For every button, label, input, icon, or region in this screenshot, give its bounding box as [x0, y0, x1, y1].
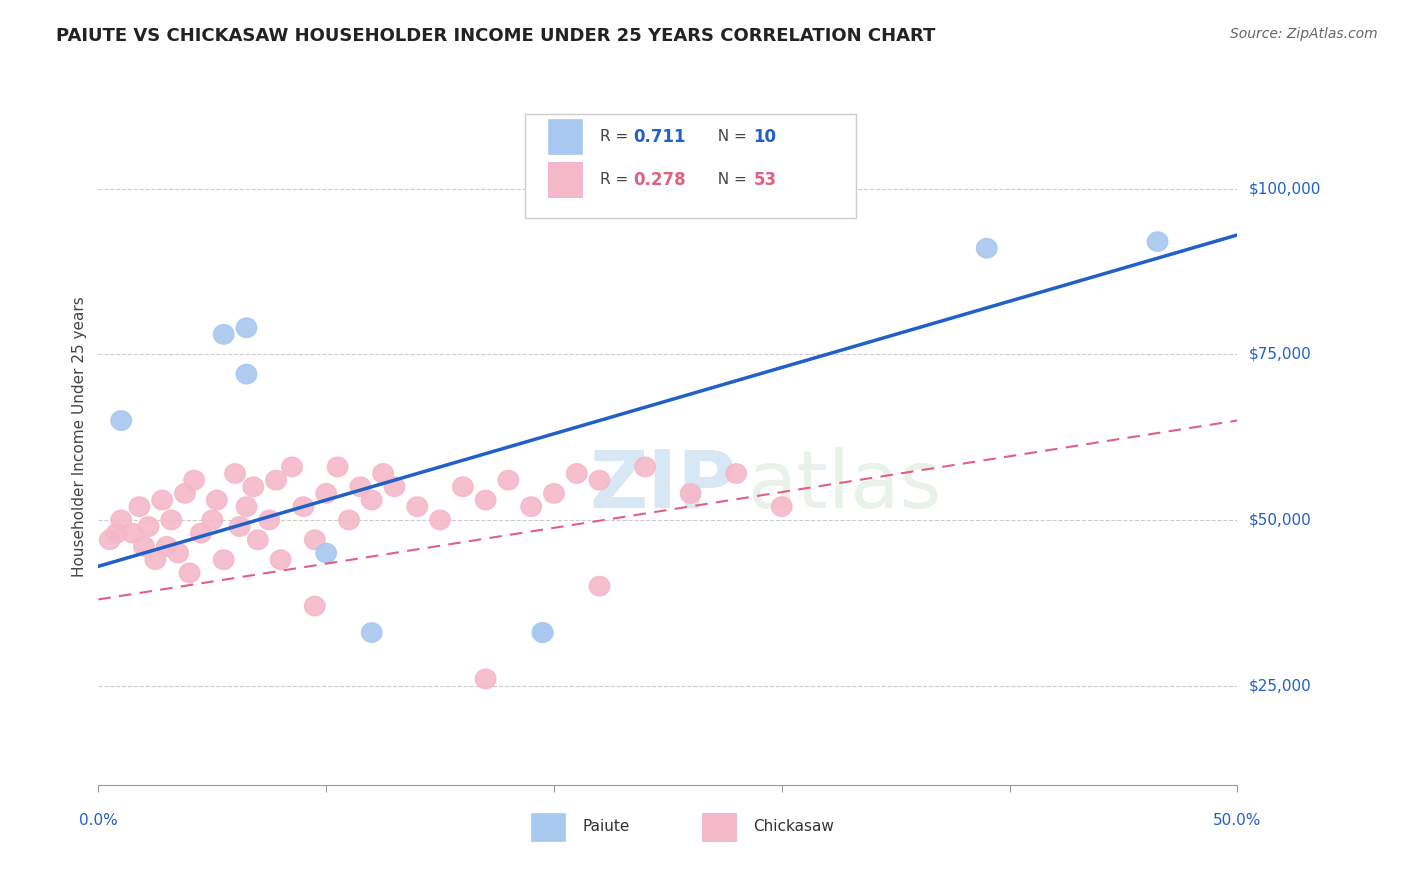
Ellipse shape [107, 524, 127, 543]
Ellipse shape [184, 470, 204, 490]
Ellipse shape [361, 491, 382, 509]
Ellipse shape [214, 325, 233, 344]
Ellipse shape [681, 483, 700, 503]
Ellipse shape [475, 669, 496, 689]
Y-axis label: Householder Income Under 25 years: Householder Income Under 25 years [72, 297, 87, 577]
Text: 0.278: 0.278 [634, 170, 686, 188]
Text: $50,000: $50,000 [1249, 512, 1312, 527]
Ellipse shape [522, 497, 541, 516]
Text: 0.0%: 0.0% [79, 813, 118, 828]
Ellipse shape [122, 524, 143, 543]
Ellipse shape [305, 530, 325, 549]
Ellipse shape [544, 483, 564, 503]
Text: N =: N = [707, 172, 751, 187]
Ellipse shape [384, 477, 405, 497]
Ellipse shape [202, 510, 222, 530]
Text: 50.0%: 50.0% [1213, 813, 1261, 828]
Ellipse shape [247, 530, 269, 549]
FancyBboxPatch shape [531, 813, 565, 840]
FancyBboxPatch shape [548, 162, 582, 197]
Ellipse shape [174, 483, 195, 503]
Ellipse shape [259, 510, 280, 530]
Ellipse shape [236, 365, 257, 384]
Ellipse shape [207, 491, 228, 509]
Ellipse shape [328, 458, 347, 476]
Ellipse shape [152, 491, 173, 509]
Ellipse shape [772, 497, 792, 516]
Ellipse shape [533, 623, 553, 642]
Ellipse shape [270, 550, 291, 569]
Text: Chickasaw: Chickasaw [754, 819, 834, 834]
Ellipse shape [111, 411, 131, 430]
Ellipse shape [138, 516, 159, 536]
Ellipse shape [214, 550, 233, 569]
Ellipse shape [236, 497, 257, 516]
Text: $25,000: $25,000 [1249, 678, 1312, 693]
Ellipse shape [167, 543, 188, 563]
Ellipse shape [373, 464, 394, 483]
Ellipse shape [589, 576, 610, 596]
Text: Paiute: Paiute [582, 819, 630, 834]
Ellipse shape [134, 537, 155, 556]
Ellipse shape [977, 238, 997, 258]
Ellipse shape [1147, 232, 1168, 252]
Ellipse shape [162, 510, 181, 530]
Text: $100,000: $100,000 [1249, 181, 1320, 196]
Text: 53: 53 [754, 170, 776, 188]
Ellipse shape [361, 623, 382, 642]
Text: atlas: atlas [748, 447, 942, 524]
Ellipse shape [636, 458, 655, 476]
Ellipse shape [243, 477, 263, 497]
Ellipse shape [498, 470, 519, 490]
Ellipse shape [453, 477, 472, 497]
Text: N =: N = [707, 129, 751, 145]
FancyBboxPatch shape [526, 113, 856, 218]
Ellipse shape [191, 524, 211, 543]
FancyBboxPatch shape [702, 813, 737, 840]
Ellipse shape [725, 464, 747, 483]
Ellipse shape [129, 497, 149, 516]
Ellipse shape [339, 510, 359, 530]
Ellipse shape [100, 530, 120, 549]
Ellipse shape [475, 491, 496, 509]
Ellipse shape [111, 510, 131, 530]
Ellipse shape [180, 563, 200, 582]
Text: R =: R = [599, 129, 637, 145]
Ellipse shape [225, 464, 245, 483]
Ellipse shape [156, 537, 177, 556]
Ellipse shape [305, 597, 325, 615]
Ellipse shape [430, 510, 450, 530]
Ellipse shape [229, 516, 250, 536]
Text: 0.711: 0.711 [634, 128, 686, 145]
Ellipse shape [589, 470, 610, 490]
Text: PAIUTE VS CHICKASAW HOUSEHOLDER INCOME UNDER 25 YEARS CORRELATION CHART: PAIUTE VS CHICKASAW HOUSEHOLDER INCOME U… [56, 27, 935, 45]
Ellipse shape [236, 318, 257, 337]
Ellipse shape [266, 470, 287, 490]
Text: ZIP: ZIP [589, 447, 737, 524]
Text: 10: 10 [754, 128, 776, 145]
Ellipse shape [316, 543, 336, 563]
Ellipse shape [567, 464, 586, 483]
Ellipse shape [294, 497, 314, 516]
Text: Source: ZipAtlas.com: Source: ZipAtlas.com [1230, 27, 1378, 41]
Ellipse shape [281, 458, 302, 476]
Ellipse shape [408, 497, 427, 516]
Ellipse shape [316, 483, 336, 503]
FancyBboxPatch shape [548, 120, 582, 154]
Ellipse shape [533, 623, 553, 642]
Text: $75,000: $75,000 [1249, 347, 1312, 362]
Ellipse shape [350, 477, 371, 497]
Text: R =: R = [599, 172, 637, 187]
Ellipse shape [145, 550, 166, 569]
